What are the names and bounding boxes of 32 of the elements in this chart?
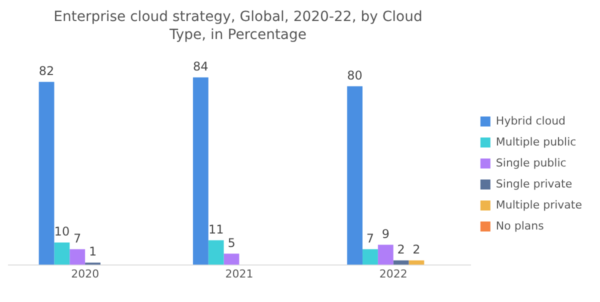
bar [362,249,378,265]
x-tick-label: 2021 [225,267,254,280]
bar [347,86,363,265]
data-label: 1 [88,244,97,259]
data-label: 84 [193,60,208,74]
bar [70,249,86,265]
legend-label: No plans [496,219,544,232]
bar [208,240,224,265]
data-label: 9 [382,226,390,241]
data-label: 7 [366,231,374,246]
legend-label: Single public [496,156,566,170]
bar [54,242,70,265]
legend-label: Multiple public [496,135,576,148]
data-label: 80 [347,68,362,82]
bar [192,77,208,265]
legend-label: Multiple private [496,198,582,212]
data-label: 10 [54,224,70,239]
bar [38,82,54,265]
bar [224,254,240,265]
data-label: 2 [412,242,420,256]
chart-title: Enterprise cloud strategy, Global, 2020-22, by Cloud Type, in Percentage [52,8,424,44]
data-label: 7 [74,231,82,246]
data-label: 82 [38,64,54,78]
legend-label: Single private [496,177,572,190]
x-tick-label: 2020 [71,267,100,280]
bar [378,244,394,265]
legend-label: Hybrid cloud [496,114,566,128]
bar [393,260,409,265]
data-label: 5 [228,236,236,250]
data-label: 11 [208,222,224,236]
x-tick-label: 2022 [379,267,408,280]
data-label: 2 [397,242,405,256]
